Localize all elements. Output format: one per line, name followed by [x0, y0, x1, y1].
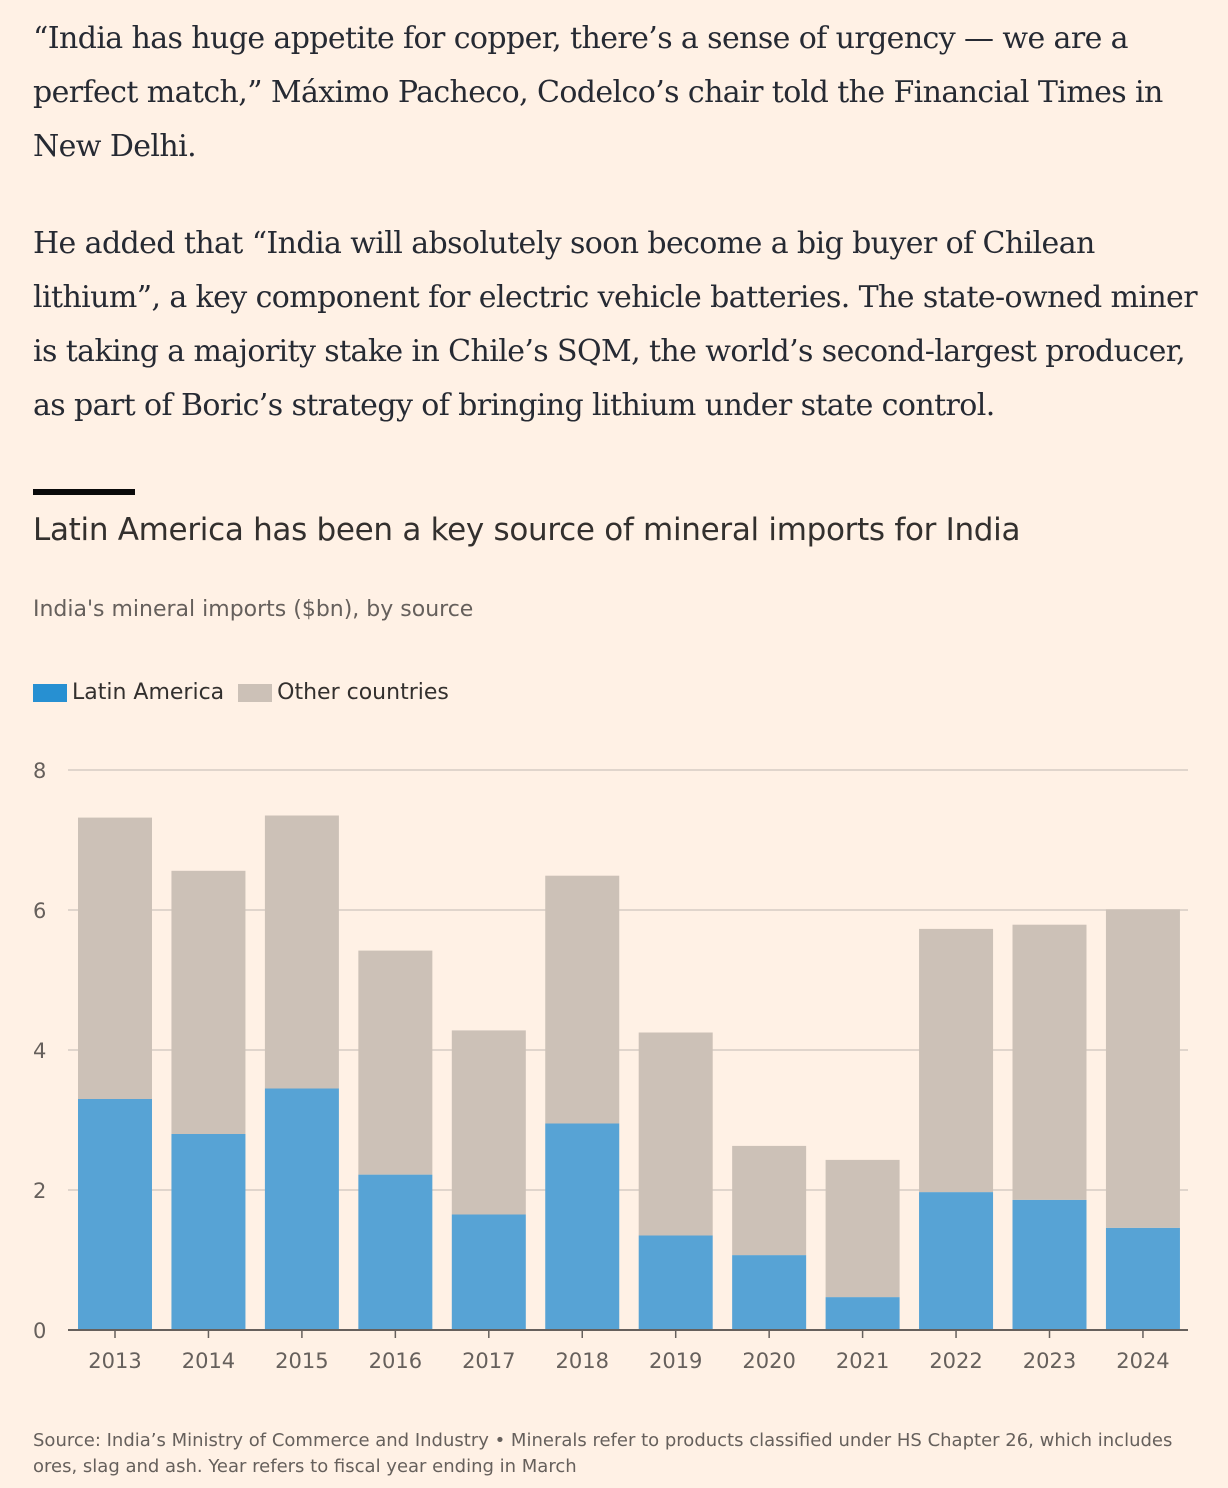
bar-latin-america-2015 — [264, 1088, 339, 1330]
chart-top-rule — [33, 489, 135, 495]
x-tick-label-2018: 2018 — [556, 1349, 609, 1373]
bar-other-countries-2020 — [732, 1145, 807, 1256]
bar-latin-america-2014 — [171, 1134, 246, 1330]
legend-swatch-other-countries — [238, 683, 273, 702]
bar-latin-america-2013 — [78, 1099, 152, 1330]
x-tick-label-2015: 2015 — [275, 1349, 328, 1373]
chart-title: Latin America has been a key source of m… — [33, 512, 1021, 548]
bar-other-countries-2017 — [451, 1030, 526, 1215]
legend-swatch-latin-america — [33, 683, 67, 702]
x-tick-label-2016: 2016 — [369, 1349, 422, 1373]
bar-other-countries-2021 — [825, 1159, 900, 1298]
y-tick-label-6: 6 — [33, 899, 46, 923]
article-paragraph-1: “India has huge appetite for copper, the… — [33, 21, 1163, 164]
chart-subtitle: India's mineral imports ($bn), by source — [33, 597, 474, 622]
x-tick-label-2014: 2014 — [182, 1349, 235, 1373]
x-tick-label-2020: 2020 — [742, 1349, 795, 1373]
stacked-bar-chart: 0 2 4 6 8 2013 2014 2015 2016 2017 2018 2019 2020 202… — [33, 759, 1188, 1373]
bar-latin-america-2021 — [825, 1297, 900, 1330]
bar-other-countries-2016 — [358, 950, 433, 1175]
bar-other-countries-2019 — [638, 1032, 713, 1236]
bar-latin-america-2016 — [358, 1174, 433, 1330]
bar-other-countries-2018 — [545, 875, 620, 1124]
y-tick-label-8: 8 — [33, 759, 46, 783]
legend-label-other-countries: Other countries — [277, 680, 449, 705]
legend-label-latin-america: Latin America — [72, 680, 225, 705]
bar-latin-america-2017 — [451, 1214, 526, 1330]
bar-latin-america-2023 — [1012, 1199, 1087, 1330]
article-body: “India has huge appetite for copper, the… — [33, 12, 1213, 476]
bar-other-countries-2023 — [1012, 924, 1087, 1200]
x-tick-label-2017: 2017 — [462, 1349, 515, 1373]
x-tick-label-2024: 2024 — [1116, 1349, 1169, 1373]
bar-other-countries-2015 — [264, 815, 339, 1089]
bar-latin-america-2022 — [919, 1192, 994, 1330]
y-tick-label-4: 4 — [33, 1039, 46, 1063]
x-tick-label-2022: 2022 — [929, 1349, 982, 1373]
bar-other-countries-2013 — [78, 817, 152, 1099]
bar-latin-america-2019 — [638, 1235, 713, 1330]
legend-item-latin-america: Latin America — [33, 680, 224, 705]
bar-latin-america-2024 — [1105, 1227, 1180, 1330]
bar-other-countries-2022 — [919, 928, 994, 1193]
article-paragraph-2: He added that “India will absolutely soo… — [33, 226, 1198, 423]
bar-latin-america-2018 — [545, 1123, 620, 1330]
x-tick-label-2021: 2021 — [836, 1349, 889, 1373]
chart-legend: Latin America Other countries — [33, 680, 463, 705]
y-tick-label-0: 0 — [33, 1319, 46, 1343]
legend-item-other-countries: Other countries — [238, 680, 449, 705]
x-tick-label-2023: 2023 — [1023, 1349, 1076, 1373]
bar-other-countries-2024 — [1105, 909, 1180, 1228]
x-tick-label-2019: 2019 — [649, 1349, 702, 1373]
x-tick-label-2013: 2013 — [88, 1349, 141, 1373]
bar-other-countries-2014 — [171, 870, 246, 1134]
chart-source-note: Source: India’s Ministry of Commerce and… — [33, 1430, 1173, 1477]
y-tick-label-2: 2 — [33, 1179, 46, 1203]
bar-latin-america-2020 — [732, 1255, 807, 1330]
